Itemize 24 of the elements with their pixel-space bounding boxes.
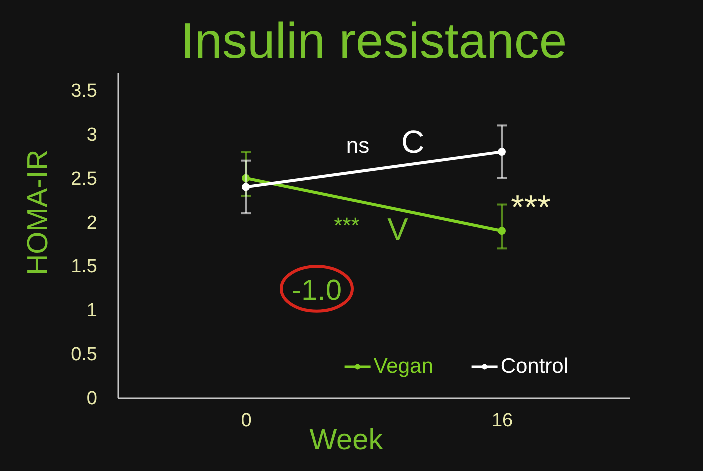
legend-label: Control	[500, 355, 569, 378]
y-axis-title: HOMA-IR	[22, 150, 54, 276]
annotation: ***	[511, 189, 551, 227]
y-tick-label: 3.5	[71, 81, 98, 102]
chart-title: Insulin resistance	[180, 13, 568, 69]
x-tick-label: 16	[492, 410, 514, 432]
y-tick-label: 0	[86, 388, 98, 410]
point	[242, 174, 250, 182]
point	[498, 227, 506, 236]
annotation: ns	[346, 133, 370, 158]
point	[498, 148, 506, 156]
annotation: -1.0	[292, 275, 342, 307]
y-tick-label: 1.5	[71, 256, 98, 278]
y-tick-label: 2.5	[71, 168, 98, 190]
y-tick-label: 0.5	[71, 344, 98, 366]
legend-label: Vegan	[374, 355, 434, 378]
y-tick-label: 1	[86, 300, 98, 322]
y-tick-label: 2	[86, 212, 98, 234]
annotation: V	[388, 212, 409, 247]
y-tick-label: 3	[86, 124, 98, 146]
annotation: ***	[334, 213, 360, 238]
annotation: C	[401, 124, 425, 160]
x-axis-title: Week	[310, 424, 384, 456]
point	[242, 183, 250, 192]
